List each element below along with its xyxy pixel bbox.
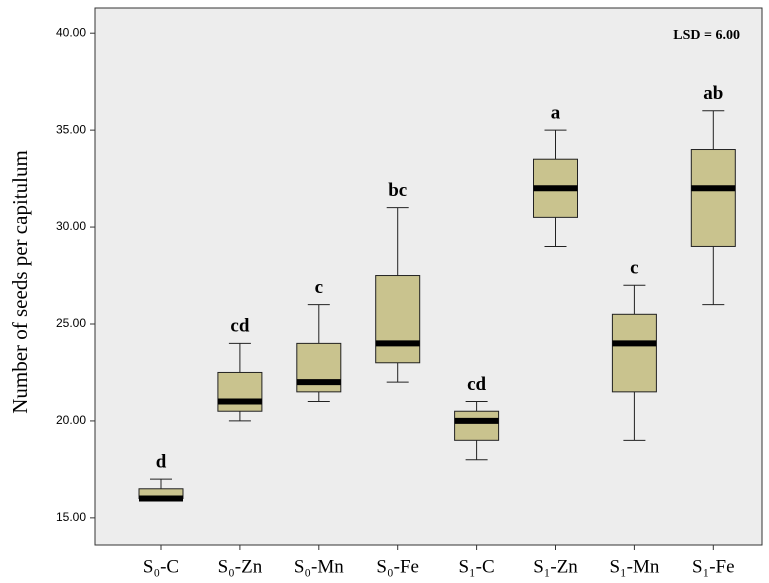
x-tick-label: S₀-Mn [294,556,344,577]
x-tick-label: S₁-Fe [692,556,735,577]
box [454,410,500,441]
x-tick-label: S₁-Mn [609,556,659,577]
box [690,149,736,247]
x-tick-label: S₀-Fe [376,556,419,577]
group-letter: c [315,277,323,298]
y-tick-label: 35.00 [56,122,86,136]
group-letter: cd [230,316,249,337]
x-tick-label: S₀-C [143,556,179,577]
x-tick-label: S₁-C [458,556,494,577]
y-tick-label: 30.00 [56,219,86,233]
box [375,275,421,364]
plot-area [94,7,763,546]
group-letter: c [630,258,638,279]
group-letter: cd [467,374,486,395]
group-letter: d [156,451,167,472]
lsd-annotation: LSD = 6.00 [673,28,740,43]
box [217,371,263,412]
y-tick-label: 20.00 [56,413,86,427]
group-letter: bc [388,180,407,201]
y-tick-label: 25.00 [56,316,86,330]
group-letter: ab [703,83,723,104]
x-tick-label: S₀-Zn [218,556,263,577]
x-tick-label: S₁-Zn [533,556,578,577]
y-tick-label: 15.00 [56,510,86,524]
group-letter: a [551,102,561,123]
box [611,313,657,393]
y-axis-label: Number of seeds per capitulum [8,150,32,414]
y-tick-label: 40.00 [56,25,86,39]
